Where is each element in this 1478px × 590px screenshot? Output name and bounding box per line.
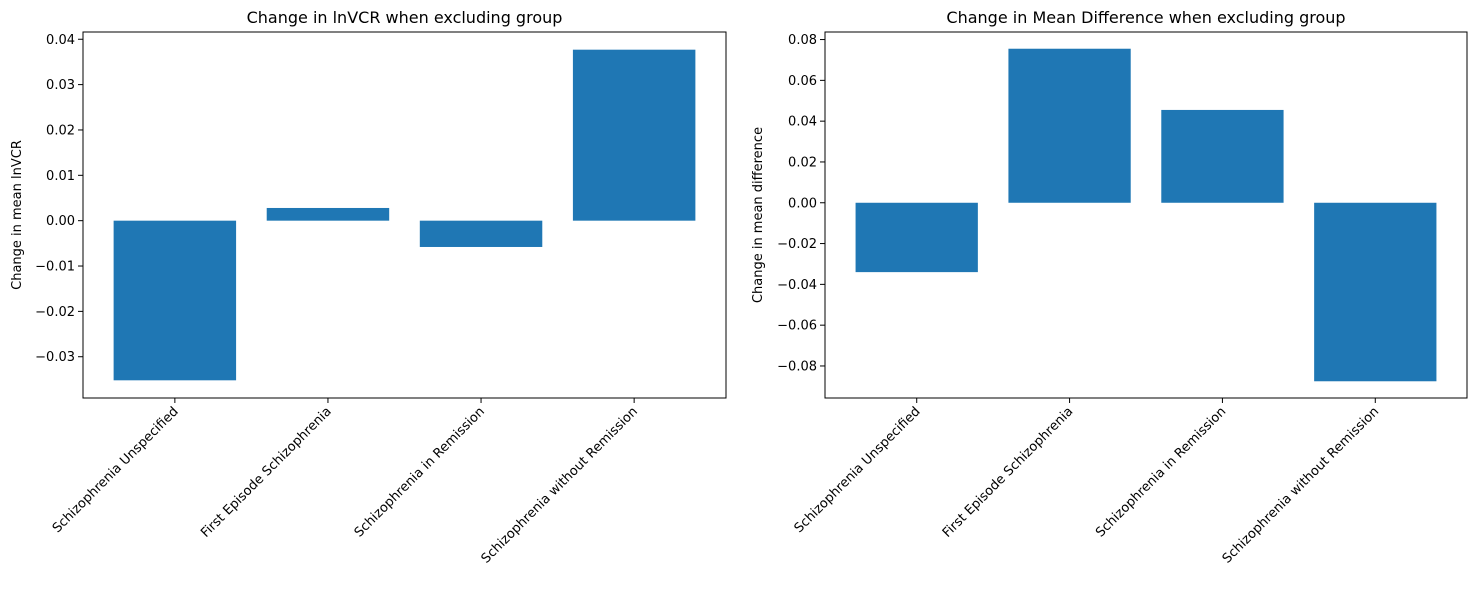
bar-2 bbox=[266, 207, 390, 221]
x-tick-label: First Episode Schizophrenia bbox=[940, 404, 1077, 541]
bar-3 bbox=[1161, 109, 1284, 203]
bar-4 bbox=[1314, 202, 1437, 382]
chart-title: Change in lnVCR when excluding group bbox=[247, 8, 563, 27]
y-tick-label: −0.02 bbox=[35, 305, 75, 320]
bar-1 bbox=[113, 220, 237, 381]
bar-2 bbox=[1008, 48, 1131, 203]
bar-3 bbox=[419, 220, 543, 247]
chart-title: Change in Mean Difference when excluding… bbox=[946, 8, 1345, 27]
plot-frame bbox=[82, 31, 727, 399]
x-tick-label: Schizophrenia Unspecified bbox=[50, 404, 182, 536]
y-tick-label: −0.02 bbox=[777, 237, 817, 252]
y-tick-label: 0.02 bbox=[46, 123, 75, 138]
y-tick-label: −0.03 bbox=[35, 350, 75, 365]
y-tick-label: 0.02 bbox=[788, 155, 817, 170]
y-tick-label: 0.00 bbox=[788, 196, 817, 211]
bar-4 bbox=[572, 49, 696, 221]
mean-difference-chart: Change in Mean Difference when excluding… bbox=[751, 8, 1468, 567]
y-tick-label: −0.01 bbox=[35, 260, 75, 275]
y-tick-label: −0.06 bbox=[777, 319, 817, 334]
y-axis-label: Change in mean difference bbox=[751, 127, 766, 303]
lnvcr-chart: Change in lnVCR when excluding group Cha… bbox=[10, 8, 727, 567]
y-tick-label: 0.00 bbox=[46, 214, 75, 229]
bar-1 bbox=[855, 202, 978, 273]
y-tick-label: 0.08 bbox=[788, 33, 817, 48]
x-tick-label: Schizophrenia in Remission bbox=[352, 404, 488, 540]
y-tick-label: 0.06 bbox=[788, 74, 817, 89]
y-tick-label: 0.03 bbox=[46, 78, 75, 93]
y-tick-label: 0.04 bbox=[788, 115, 817, 130]
y-tick-label: −0.04 bbox=[777, 278, 817, 293]
x-tick-label: Schizophrenia Unspecified bbox=[792, 404, 924, 536]
y-axis-label: Change in mean lnVCR bbox=[10, 140, 25, 290]
y-tick-label: −0.08 bbox=[777, 359, 817, 374]
y-tick-label: 0.04 bbox=[46, 33, 75, 48]
x-tick-label: Schizophrenia without Remission bbox=[1220, 404, 1382, 566]
x-tick-label: Schizophrenia in Remission bbox=[1093, 404, 1229, 540]
x-tick-label: Schizophrenia without Remission bbox=[479, 404, 641, 566]
x-tick-label: First Episode Schizophrenia bbox=[198, 404, 335, 541]
plot-frame bbox=[824, 31, 1468, 399]
y-tick-label: 0.01 bbox=[46, 169, 75, 184]
